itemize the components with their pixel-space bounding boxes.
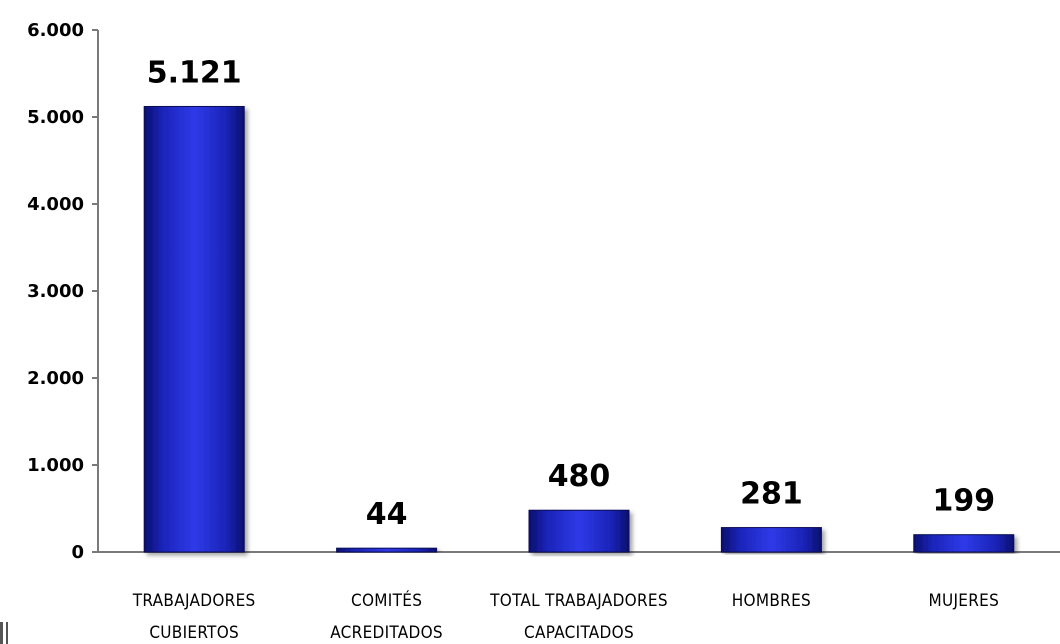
x-tick-label: CAPACITADOS [524,623,634,643]
data-label: 199 [932,484,995,519]
bar [336,547,438,553]
data-label: 281 [740,477,803,512]
bar [720,527,822,553]
frame-corner-right [6,622,8,644]
y-tick-label: 1.000 [27,455,84,476]
bars-layer [143,105,1015,553]
data-label: 480 [548,459,611,494]
labels-layer: 5.121 TRABAJADORES CUBIERTOS 44 COMITÉS ACRED… [132,55,999,643]
x-tick-label: COMITÉS [351,589,422,611]
data-label: 5.121 [147,55,242,90]
x-tick-label: TOTAL TRABAJADORES [489,591,668,611]
y-tick-label: 2.000 [27,368,84,389]
y-tick-label: 3.000 [27,281,84,302]
bar [528,509,630,553]
x-tick-label: CUBIERTOS [149,623,239,643]
x-tick-label: TRABAJADORES [132,591,256,611]
frame-corner-left [0,622,3,644]
data-label: 44 [366,497,408,532]
x-tick-label: ACREDITADOS [330,623,443,643]
bar [913,534,1015,553]
x-tick-label: MUJERES [928,591,999,611]
y-tick-label: 6.000 [27,20,84,41]
y-tick-label: 5.000 [27,107,84,128]
axes-layer: 0 1.000 2.000 3.000 4.000 5.000 6.000 [27,20,1060,563]
bar [143,105,245,553]
y-tick-label: 4.000 [27,194,84,215]
y-tick-label: 0 [71,542,84,563]
x-tick-label: HOMBRES [732,591,811,611]
